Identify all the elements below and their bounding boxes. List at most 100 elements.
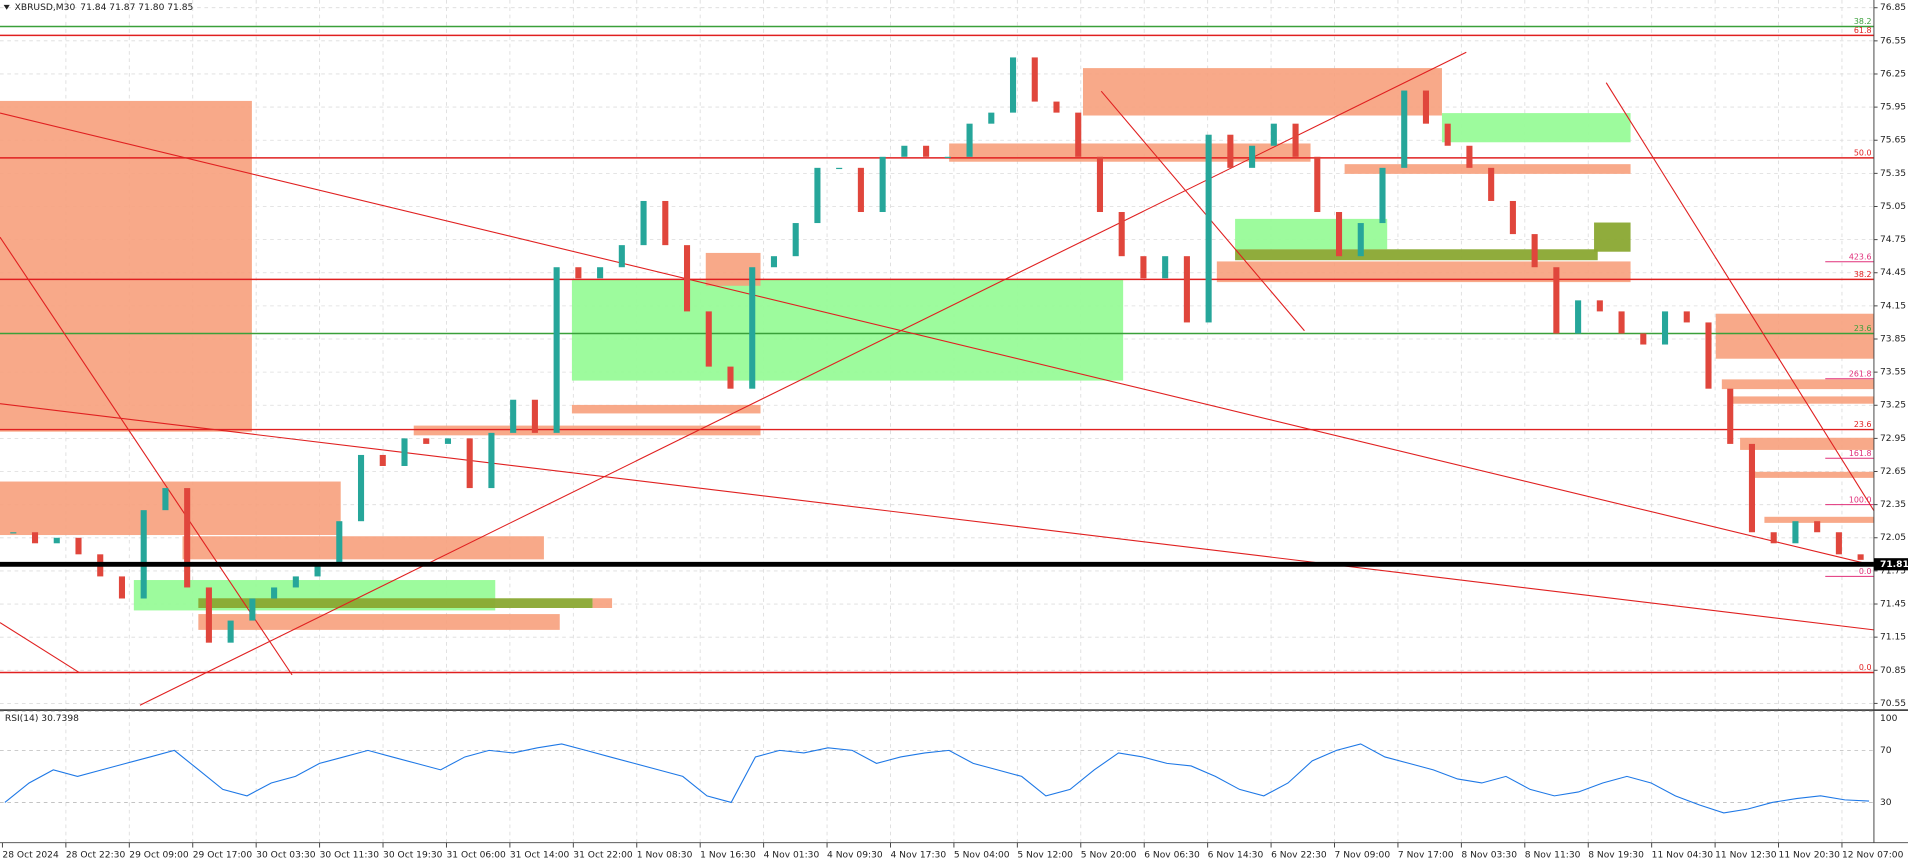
candle-body bbox=[1357, 223, 1364, 257]
level-label: 61.8 bbox=[1854, 26, 1872, 35]
candle-body bbox=[727, 366, 734, 389]
candle-body bbox=[271, 587, 278, 599]
zone bbox=[1082, 68, 1442, 116]
y-tick-label: 75.05 bbox=[1880, 202, 1906, 212]
x-tick-label: 4 Nov 17:30 bbox=[890, 850, 946, 860]
candle-body bbox=[1075, 112, 1082, 157]
x-tick-label: 4 Nov 09:30 bbox=[827, 850, 883, 860]
candle-body bbox=[683, 245, 691, 312]
candle-body bbox=[1118, 212, 1125, 257]
candle-body bbox=[1531, 234, 1538, 268]
candle-body bbox=[140, 510, 147, 599]
candle-body bbox=[1770, 532, 1777, 544]
candle-body bbox=[423, 438, 430, 444]
y-tick-label: 71.45 bbox=[1880, 600, 1906, 610]
zone bbox=[0, 100, 252, 432]
zone bbox=[1764, 516, 1874, 523]
x-tick-label: 6 Nov 06:30 bbox=[1144, 850, 1200, 860]
level-label: 23.6 bbox=[1854, 324, 1872, 333]
candle-body bbox=[879, 156, 886, 213]
trend-lines bbox=[0, 51, 1875, 706]
dropdown-icon[interactable] bbox=[3, 4, 10, 10]
x-tick-label: 8 Nov 19:30 bbox=[1588, 850, 1644, 860]
candle-body bbox=[510, 399, 517, 433]
candle-body bbox=[531, 399, 538, 433]
x-tick-label: 6 Nov 22:30 bbox=[1271, 850, 1327, 860]
candle-body bbox=[1096, 156, 1104, 213]
candle-body bbox=[53, 537, 60, 544]
candle-body bbox=[1509, 200, 1516, 235]
candle-body bbox=[118, 576, 126, 599]
candle-body bbox=[1596, 300, 1603, 312]
y-tick-label: 75.35 bbox=[1880, 169, 1906, 179]
zone bbox=[571, 279, 1124, 381]
zone bbox=[592, 598, 613, 608]
level-label: 23.6 bbox=[1854, 420, 1872, 429]
zone bbox=[1235, 218, 1388, 250]
candle-body bbox=[1422, 90, 1430, 124]
zone bbox=[1727, 396, 1874, 404]
trend-line bbox=[139, 51, 1467, 706]
y-tick-label: 71.15 bbox=[1880, 633, 1906, 643]
candle-body bbox=[749, 267, 756, 389]
x-tick-label: 5 Nov 12:00 bbox=[1017, 850, 1073, 860]
x-tick-label: 12 Nov 07:00 bbox=[1842, 850, 1904, 860]
candle-body bbox=[857, 167, 864, 213]
axes bbox=[0, 0, 1908, 848]
x-tick-label: 8 Nov 11:30 bbox=[1525, 850, 1581, 860]
candle-body bbox=[814, 167, 821, 224]
level-label: 50.0 bbox=[1854, 149, 1872, 158]
candle-body bbox=[597, 267, 604, 279]
candle-body bbox=[1227, 134, 1234, 168]
y-tick-label: 70.85 bbox=[1880, 666, 1906, 676]
candle-body bbox=[1444, 123, 1451, 146]
zone bbox=[1721, 379, 1874, 390]
trend-line bbox=[0, 622, 80, 673]
level-label: 38.2 bbox=[1854, 17, 1872, 26]
x-tick-label: 7 Nov 09:00 bbox=[1335, 850, 1391, 860]
candle-body bbox=[705, 311, 712, 367]
candle-body bbox=[292, 576, 299, 588]
candle-body bbox=[1792, 521, 1799, 544]
candle-body bbox=[1618, 311, 1625, 334]
trend-line bbox=[0, 112, 1875, 566]
zone bbox=[1752, 471, 1874, 478]
y-tick-label: 73.85 bbox=[1880, 335, 1906, 345]
zone bbox=[1235, 249, 1598, 261]
candle-body bbox=[966, 123, 973, 157]
candle-body bbox=[379, 454, 386, 466]
x-tick-label: 5 Nov 04:00 bbox=[954, 850, 1010, 860]
candle-body bbox=[1748, 443, 1756, 533]
candle-body bbox=[31, 532, 39, 544]
x-tick-label: 8 Nov 03:30 bbox=[1461, 850, 1517, 860]
candle-body bbox=[75, 537, 82, 555]
candle-body bbox=[1705, 322, 1712, 389]
level-label: 38.2 bbox=[1854, 270, 1872, 279]
y-tick-label: 72.35 bbox=[1880, 500, 1906, 510]
candle-body bbox=[575, 267, 582, 279]
rsi-tick-label: 30 bbox=[1880, 798, 1892, 808]
y-tick-label: 71.75 bbox=[1880, 566, 1906, 576]
candle-body bbox=[1205, 134, 1212, 323]
candle-body bbox=[1162, 256, 1169, 279]
x-tick-label: 30 Oct 19:30 bbox=[383, 850, 443, 860]
candle-body bbox=[1683, 311, 1690, 323]
symbol: XBRUSD,M30 bbox=[15, 3, 76, 13]
x-tick-label: 7 Nov 17:00 bbox=[1398, 850, 1454, 860]
candle-body bbox=[1814, 521, 1821, 533]
zone bbox=[413, 425, 761, 436]
levels: 38.261.850.038.223.623.60.0423.6261.8161… bbox=[0, 17, 1874, 674]
zone bbox=[949, 143, 1311, 162]
level-label: 0.0 bbox=[1859, 663, 1872, 672]
candle-body bbox=[336, 521, 343, 566]
candle-body bbox=[1401, 90, 1408, 168]
x-tick-label: 28 Oct 2024 bbox=[2, 850, 59, 860]
rsi-title: RSI(14) 30.7398 bbox=[5, 714, 79, 724]
candle-body bbox=[10, 532, 17, 534]
y-tick-label: 72.95 bbox=[1880, 434, 1906, 444]
x-tick-label: 11 Nov 12:30 bbox=[1715, 850, 1777, 860]
y-tick-label: 72.05 bbox=[1880, 533, 1906, 543]
fib-label: 0.0 bbox=[1859, 567, 1872, 576]
candle-body bbox=[1249, 145, 1256, 168]
